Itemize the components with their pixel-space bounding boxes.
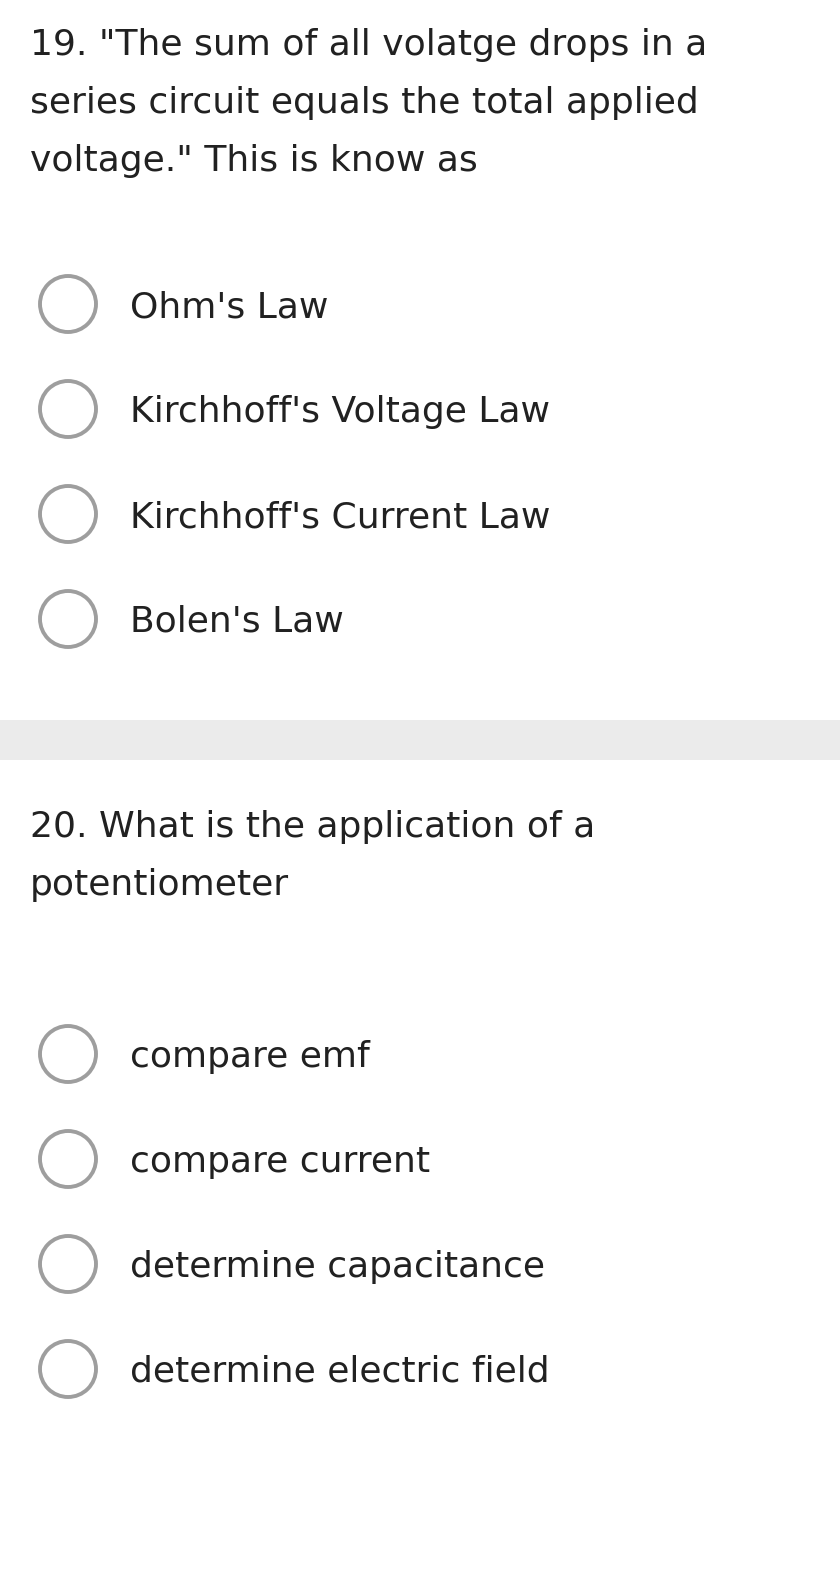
- Text: compare current: compare current: [130, 1145, 430, 1180]
- Text: Kirchhoff's Voltage Law: Kirchhoff's Voltage Law: [130, 395, 550, 429]
- Bar: [0, 720, 840, 760]
- Text: voltage." This is know as: voltage." This is know as: [30, 145, 478, 178]
- Text: determine electric field: determine electric field: [130, 1354, 549, 1389]
- Text: Bolen's Law: Bolen's Law: [130, 606, 344, 639]
- Text: potentiometer: potentiometer: [30, 868, 289, 901]
- Text: 20. What is the application of a: 20. What is the application of a: [30, 810, 596, 845]
- Text: Ohm's Law: Ohm's Law: [130, 289, 328, 324]
- Text: Kirchhoff's Current Law: Kirchhoff's Current Law: [130, 500, 550, 533]
- Text: series circuit equals the total applied: series circuit equals the total applied: [30, 87, 699, 120]
- Text: compare emf: compare emf: [130, 1040, 370, 1074]
- Text: 19. "The sum of all volatge drops in a: 19. "The sum of all volatge drops in a: [30, 28, 707, 61]
- Text: determine capacitance: determine capacitance: [130, 1251, 545, 1284]
